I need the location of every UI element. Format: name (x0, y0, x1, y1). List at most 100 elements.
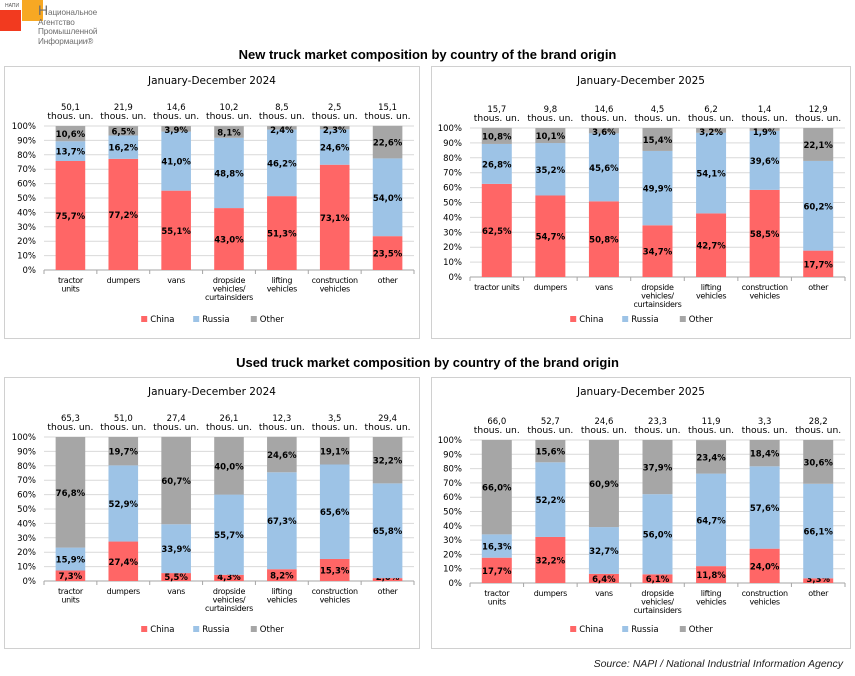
data-label-china: 32,2% (536, 556, 566, 566)
data-label-russia: 48,8% (214, 169, 244, 179)
data-label-russia: 54,0% (373, 194, 403, 204)
y-tick-label: 20% (17, 237, 36, 247)
y-tick-label: 30% (17, 534, 36, 544)
bar-segment-china (803, 250, 834, 277)
x-tick-label: vehicles (696, 598, 726, 607)
data-label-china: 6,4% (592, 575, 616, 585)
total-value-label: 51,0 (114, 414, 133, 424)
bar-segment-other (108, 126, 139, 136)
bar-segment-russia (267, 129, 297, 197)
data-label-china: 42,7% (696, 242, 726, 252)
x-tick-label: other (808, 283, 829, 292)
y-tick-label: 60% (17, 180, 36, 190)
data-label-china: 77,2% (109, 211, 139, 221)
x-tick-label: dropside (641, 283, 674, 292)
x-tick-label: vehicles/ (641, 292, 674, 301)
x-tick-label: units (61, 596, 79, 605)
bar-segment-russia (55, 141, 86, 161)
data-label-china: 17,7% (482, 567, 512, 577)
total-unit-label: thous. un. (153, 112, 199, 122)
bar-segment-china (481, 183, 512, 277)
total-value-label: 24,6 (594, 417, 613, 427)
total-unit-label: thous. un. (795, 426, 841, 436)
total-value-label: 15,7 (487, 105, 506, 115)
data-label-china: 34,7% (643, 248, 673, 258)
bar-segment-other (481, 440, 512, 535)
data-label-russia: 46,2% (267, 159, 297, 169)
x-tick-label: dumpers (107, 587, 140, 596)
y-tick-label: 90% (17, 447, 36, 457)
bar-segment-other (749, 440, 780, 467)
data-label-other: 22,1% (803, 141, 833, 151)
bar-segment-china (749, 189, 780, 277)
bar-segment-other (372, 437, 403, 484)
data-label-china: 17,7% (803, 260, 833, 270)
y-tick-label: 100% (12, 122, 36, 132)
data-label-china: 15,3% (320, 566, 350, 576)
x-tick-label: other (378, 276, 399, 285)
x-tick-label: dumpers (534, 283, 567, 292)
logo-orange-square (22, 0, 43, 21)
total-value-label: 8,5 (275, 103, 289, 113)
bar-segment-other (803, 440, 834, 484)
total-value-label: 12,3 (272, 414, 291, 424)
data-label-russia: 32,7% (589, 547, 619, 557)
y-tick-label: 20% (17, 548, 36, 558)
total-value-label: 11,9 (702, 417, 721, 427)
total-unit-label: thous. un. (581, 426, 627, 436)
data-label-other: 18,4% (750, 450, 780, 460)
bar-segment-other (319, 126, 350, 130)
logo-line1: ациональное (48, 8, 98, 17)
legend-swatch-russia (193, 626, 200, 632)
data-label-other: 66,0% (482, 484, 512, 494)
y-tick-label: 60% (17, 491, 36, 501)
chart-svg-new-2025: January-December 2025 0% 10% 20% 30% 40% 50% 60… (438, 75, 846, 325)
data-label-russia: 15,9% (56, 556, 86, 566)
bar-segment-other (267, 436, 297, 473)
legend-swatch-russia (622, 316, 629, 322)
bar-segment-other (55, 126, 86, 142)
bar-segment-russia (803, 160, 834, 251)
logo-line4: Информации® (38, 36, 94, 46)
chart-panel-used-2025: January-December 2025 0% 10% 20% 30% 40% 50% 60… (431, 377, 851, 649)
legend-label-other: Other (689, 625, 714, 635)
data-label-other: 10,6% (56, 130, 86, 140)
total-unit-label: thous. un. (474, 114, 520, 124)
data-label-china: 27,4% (109, 558, 139, 568)
total-value-label: 26,1 (220, 414, 239, 424)
data-label-other: 3,6% (592, 128, 616, 138)
logo-first-letter: Н (38, 2, 49, 18)
x-tick-label: construction (312, 587, 358, 596)
x-tick-label: construction (312, 276, 358, 285)
bar-segment-other (642, 440, 673, 495)
x-tick-label: curtainsiders (205, 604, 253, 613)
bar-segment-china (588, 201, 619, 277)
x-tick-label: vehicles/ (641, 598, 674, 607)
bar-segment-china (481, 557, 512, 583)
total-unit-label: thous. un. (312, 112, 358, 122)
x-tick-label: curtainsiders (633, 606, 681, 615)
x-tick-label: vans (595, 283, 613, 292)
y-tick-label: 70% (443, 169, 462, 179)
bar-segment-china (108, 541, 139, 581)
total-value-label: 3,3 (758, 417, 772, 427)
legend-label-china: China (150, 625, 174, 635)
data-label-other: 22,6% (373, 139, 403, 149)
total-unit-label: thous. un. (47, 423, 93, 433)
bar-segment-other (535, 128, 566, 144)
bar-segment-other (535, 440, 566, 463)
data-label-russia: 52,2% (536, 496, 566, 506)
bar-segment-china (319, 558, 350, 581)
legend-swatch-other (250, 626, 257, 632)
legend-label-china: China (579, 315, 603, 325)
data-label-other: 10,1% (536, 132, 566, 142)
bar-segment-russia (108, 135, 139, 159)
logo-red-square (0, 10, 21, 31)
y-tick-label: 50% (17, 194, 36, 204)
total-value-label: 12,9 (809, 105, 828, 115)
data-label-other: 37,9% (643, 464, 673, 474)
y-tick-label: 30% (17, 223, 36, 233)
total-value-label: 1,4 (758, 105, 772, 115)
y-tick-label: 40% (443, 213, 462, 223)
legend-label-russia: Russia (202, 625, 229, 635)
